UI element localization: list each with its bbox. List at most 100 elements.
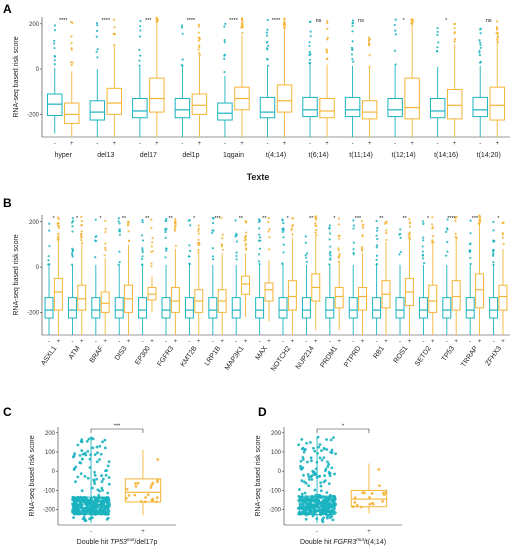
- panelA-outlier-6-0-12: [308, 53, 311, 57]
- panelB-outlier-7-0-7: [212, 229, 215, 232]
- panelB-outlier-16-0-3: [421, 250, 424, 253]
- panelB-category-label-6: KMT2B: [180, 345, 199, 368]
- panelB-category-label-0: ASXL1: [40, 345, 58, 367]
- panelA-outlier-2-0-5: [138, 35, 142, 38]
- panelA-outlier-10-1-0: [496, 20, 499, 23]
- panelB-outlier-9-0-5: [258, 236, 262, 239]
- panelA-outlier-6-1-10: [325, 57, 328, 61]
- panelD-point-0-350: [322, 456, 326, 460]
- panelD-point-0-193: [311, 514, 315, 518]
- panelB-outlier-2-1-6: [104, 242, 107, 245]
- panelB-outlier-14-1-3: [385, 231, 388, 235]
- panelB-outlier-4-1-6: [151, 250, 154, 253]
- panelB-outlier-16-1-3: [431, 223, 434, 226]
- panelB-outlier-0-1-11: [57, 226, 60, 230]
- panelA-outlier-6-1-8: [325, 48, 328, 51]
- panelD-point-0-378: [310, 474, 314, 478]
- panelB-outlier-1-0-10: [71, 230, 74, 233]
- panelC-point-0-356: [84, 496, 88, 500]
- panelB-outlier-10-0-12: [282, 228, 285, 231]
- panelB-outlier-2-1-3: [104, 230, 107, 234]
- panelD-point-0-42: [314, 467, 318, 471]
- panelA-outlier-5-0-9: [265, 41, 268, 44]
- panelB-outlier-4-1-7: [150, 265, 153, 268]
- panelA-group-label-1-0: -: [96, 141, 98, 147]
- panelB-outlier-1-0-8: [71, 217, 74, 220]
- panelB-outlier-2-0-5: [94, 239, 98, 243]
- panelC-point-0-348: [95, 504, 99, 508]
- panelB-group-label-16-1: +: [431, 339, 435, 345]
- panelD-point-0-178: [316, 451, 319, 455]
- panelB-outlier-6-1-10: [197, 251, 200, 254]
- panelB-outlier-4-0-3: [141, 221, 144, 224]
- panelA-outlier-1-1-2: [113, 26, 116, 29]
- panelB-outlier-6-0-3: [187, 219, 190, 222]
- panelA-outlier-4-0-5: [223, 57, 226, 60]
- panelD-point-0-361: [319, 495, 323, 498]
- panelA-outlier-5-0-2: [265, 31, 268, 34]
- panelA-box-9-0-box: [429, 98, 446, 119]
- panelA-group-label-1-1: +: [113, 141, 117, 147]
- panelB-outlier-6-1-4: [197, 224, 200, 227]
- panelD-point-0-77: [307, 475, 311, 479]
- panelC-point-0-199: [95, 445, 99, 449]
- panelC-point-0-275: [95, 501, 98, 505]
- panelB-outlier-1-1-2: [81, 242, 84, 245]
- panelB-outlier-4-1-2: [150, 218, 153, 221]
- panelA-outlier-5-0-6: [265, 57, 269, 60]
- panelB-outlier-12-1-1: [337, 234, 340, 238]
- panelB-outlier-9-0-7: [258, 218, 261, 221]
- panelB-outlier-7-1-3: [221, 233, 224, 236]
- panelC-point-0-151: [72, 455, 75, 459]
- panelB-outlier-13-1-9: [362, 223, 365, 226]
- panelD-point-0-287: [330, 448, 334, 452]
- panelB-box-8-1-box: [241, 275, 251, 295]
- panelA-group-label-0-1: +: [70, 141, 74, 147]
- panelB-outlier-2-1-4: [104, 248, 107, 252]
- panelB-outlier-9-1-1: [267, 230, 270, 233]
- panelD-point-0-232: [314, 473, 318, 476]
- panelB-outlier-12-1-11: [338, 237, 341, 240]
- panelB-significance-13: ***: [355, 216, 362, 222]
- panelD-point-0-112: [324, 469, 327, 473]
- panelD-point-0-64: [300, 479, 304, 483]
- panelB-outlier-3-0-5: [118, 233, 122, 236]
- panelA-group-label-3-0: -: [181, 141, 183, 147]
- panelA-outlier-10-0-4: [479, 41, 482, 44]
- panelD-point-1-1: [368, 502, 372, 506]
- panelA-category-label-10: t(14;20): [477, 152, 501, 159]
- panelB-outlier-1-1-8: [80, 239, 83, 242]
- panelB-category-label-13: PTPRD: [343, 345, 362, 368]
- panelB-group-label-6-1: +: [197, 339, 201, 345]
- panelD-point-0-340: [302, 450, 306, 454]
- panelD-point-0-132: [334, 452, 338, 456]
- panelD-point-0-114: [319, 481, 322, 485]
- panelA-outlier-8-0-0: [393, 49, 397, 52]
- panelC-point-0-46: [100, 480, 104, 483]
- panelB-outlier-17-0-5: [445, 254, 448, 257]
- panelA-outlier-10-1-9: [495, 26, 498, 29]
- panelB-box-18-0-box: [465, 297, 475, 319]
- panelB-outlier-1-1-4: [80, 230, 83, 233]
- panelA-significance-2: ***: [145, 18, 152, 24]
- panelD-point-0-145: [325, 438, 328, 441]
- panelD-point-0-45: [333, 472, 336, 476]
- panelB-outlier-6-0-7: [188, 262, 191, 265]
- panelD-point-0-314: [307, 478, 311, 481]
- panelB-group-label-10-0: -: [282, 339, 284, 345]
- panel-letter-c: C: [3, 405, 12, 419]
- panelD-x-title-suffix: /t(4;14): [364, 539, 386, 546]
- panelB-outlier-19-1-6: [501, 232, 504, 235]
- panelB-outlier-10-1-0: [291, 233, 294, 236]
- panelB-plot-area: [42, 215, 510, 335]
- panelA-category-label-0: hyper: [55, 152, 73, 159]
- panelA-outlier-3-0-3: [180, 26, 184, 29]
- panelB-outlier-16-1-5: [431, 216, 434, 219]
- panelD-point-0-352: [330, 505, 334, 509]
- panelA-group-label-3-1: +: [198, 141, 202, 147]
- panelB-outlier-10-0-7: [281, 230, 284, 233]
- panelD-point-0-244: [305, 441, 309, 445]
- panelA-outlier-3-1-3: [198, 52, 201, 55]
- panelC-point-0-378: [92, 501, 96, 505]
